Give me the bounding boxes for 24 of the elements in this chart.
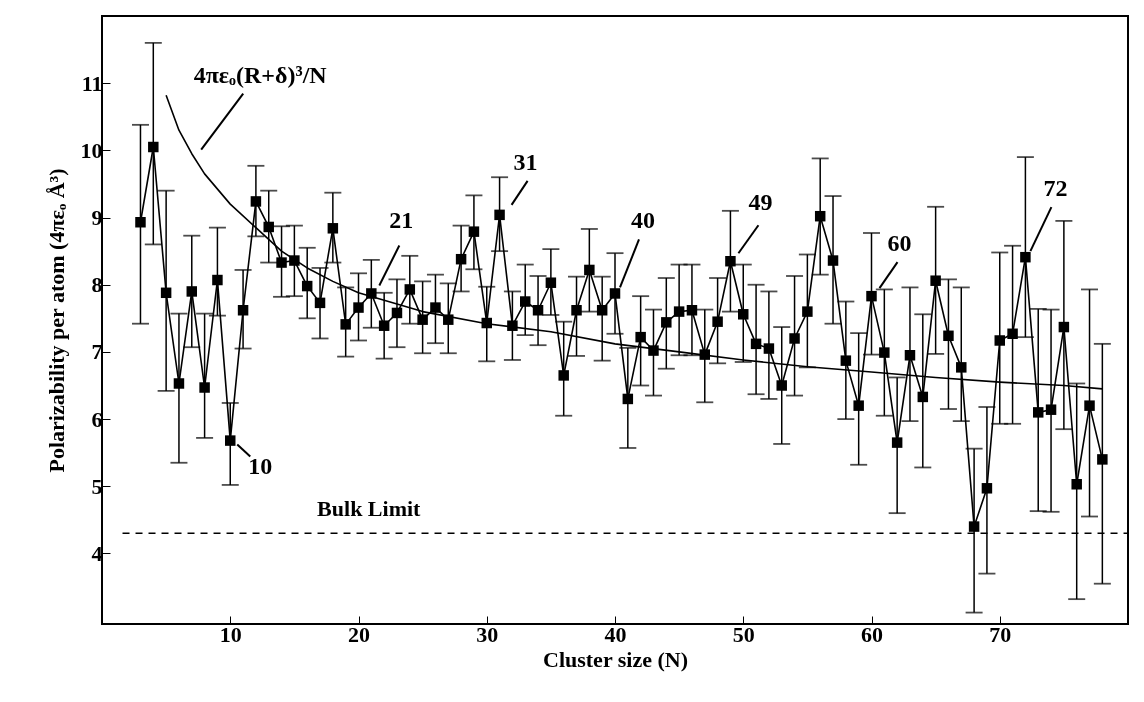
x-tick-label: 40 [604, 621, 627, 647]
y-tick-label: 5 [91, 473, 103, 499]
x-tick-label: 50 [732, 621, 755, 647]
annotation: 40 [631, 207, 655, 234]
annotation: 10 [248, 452, 273, 479]
x-tick-label: 10 [219, 621, 242, 647]
annotation: 60 [887, 230, 912, 257]
annotation: 21 [389, 207, 414, 234]
x-axis-title: Cluster size (N) [543, 646, 688, 672]
annotation: 49 [748, 189, 773, 216]
x-tick-label: 30 [476, 621, 499, 647]
y-tick-label: 8 [91, 272, 103, 298]
x-tick-label: 60 [861, 621, 883, 647]
annotation: 4πεₒ(R+δ)³/N [193, 61, 328, 88]
y-tick-label: 10 [80, 137, 103, 163]
x-tick-label: 70 [989, 621, 1012, 647]
annotation: 31 [513, 148, 538, 175]
annotation: 72 [1043, 175, 1068, 202]
ref-line-label: Bulk Limit [317, 496, 422, 522]
y-tick-label: 7 [91, 339, 103, 365]
y-tick-label: 4 [91, 540, 103, 566]
y-axis-title: Polarizability per atom (4πεₒ Å³) [43, 168, 69, 473]
y-tick-label: 11 [81, 70, 103, 96]
x-tick-label: 20 [348, 621, 370, 647]
